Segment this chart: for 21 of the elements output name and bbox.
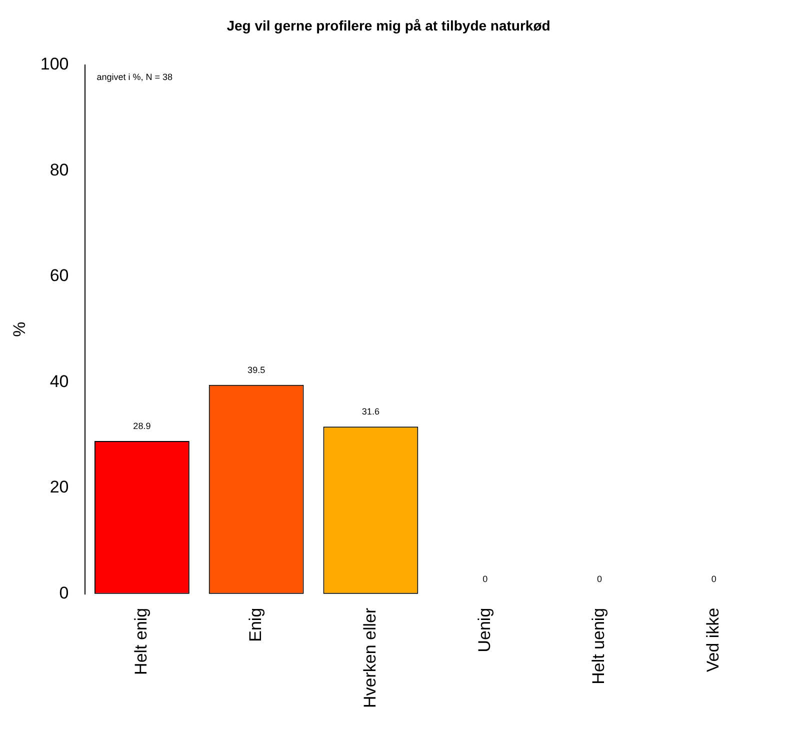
data-label: 0	[711, 574, 716, 584]
y-tick-label: 0	[59, 584, 69, 603]
x-tick-label: Helt enig	[132, 608, 151, 675]
x-tick-label: Hverken eller	[360, 608, 380, 708]
y-tick-label: 40	[50, 372, 69, 391]
data-label: 31.6	[362, 406, 380, 417]
data-label: 0	[596, 574, 602, 584]
annotation: angivet i %, N = 38	[96, 72, 173, 82]
y-tick-label: 100	[40, 54, 69, 74]
chart-title: Jeg vil gerne profilere mig på at tilbyde naturkød	[226, 17, 550, 34]
x-tick-label: Uenig	[474, 608, 494, 652]
y-tick-label: 60	[50, 266, 69, 286]
y-axis-title: %	[10, 322, 29, 337]
x-tick-label: Ved ikke	[704, 608, 722, 672]
data-label: 0	[482, 574, 488, 584]
y-tick-label: 80	[50, 160, 69, 180]
x-tick-label: Helt uenig	[589, 608, 608, 684]
data-label: 39.5	[248, 364, 266, 375]
x-tick-label: Enig	[246, 608, 266, 642]
data-label: 28.9	[133, 420, 151, 431]
y-tick-label: 20	[50, 478, 69, 497]
